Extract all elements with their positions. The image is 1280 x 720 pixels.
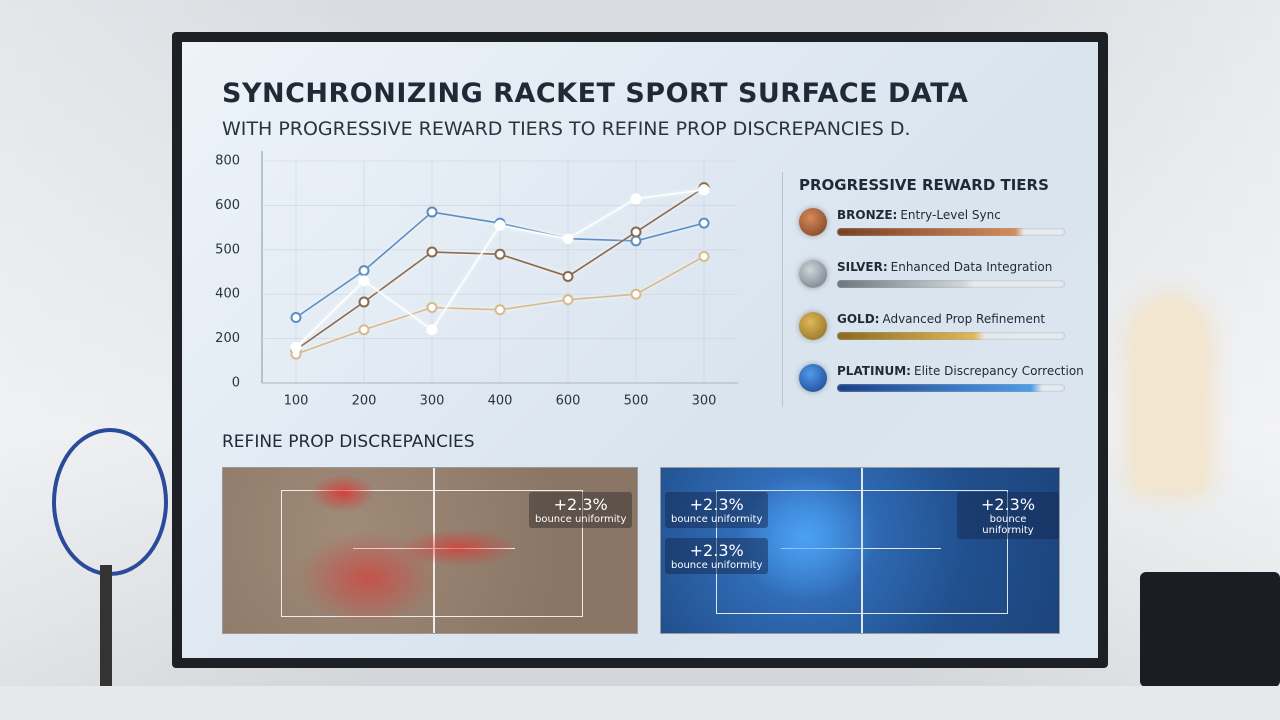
data-point bbox=[562, 233, 574, 245]
tier-bar bbox=[837, 280, 1065, 288]
y-tick-label: 500 bbox=[215, 242, 240, 257]
tier-label: BRONZE: Entry-Level Sync bbox=[837, 208, 1065, 222]
x-tick-label: 100 bbox=[284, 394, 309, 409]
tier-icon bbox=[799, 364, 827, 392]
data-point bbox=[698, 250, 710, 262]
tier-name: SILVER: bbox=[837, 260, 888, 274]
x-tick-label: 300 bbox=[692, 394, 717, 409]
metric-label: +2.3% bounce uniformity bbox=[529, 492, 633, 528]
tier-label: GOLD: Advanced Prop Refinement bbox=[837, 312, 1065, 326]
metric-text: bounce uniformity bbox=[671, 560, 763, 571]
tier-list: BRONZE: Entry-Level Sync SILVER: Enhanced … bbox=[799, 208, 1099, 416]
data-point bbox=[426, 302, 438, 314]
tablet bbox=[1140, 572, 1280, 687]
metric-value: +2.3% bbox=[689, 541, 744, 560]
data-point bbox=[426, 324, 438, 336]
tier-icon bbox=[799, 208, 827, 236]
tier: PLATINUM: Elite Discrepancy Correction bbox=[799, 364, 1099, 416]
dashboard: SYNCHRONIZING RACKET SPORT SURFACE DATA … bbox=[182, 42, 1098, 658]
tier-bar bbox=[837, 332, 1065, 340]
tier-label: SILVER: Enhanced Data Integration bbox=[837, 260, 1065, 274]
tier-desc: Elite Discrepancy Correction bbox=[913, 364, 1084, 378]
tier-desc: Entry-Level Sync bbox=[900, 208, 1001, 222]
tiers-panel: PROGRESSIVE REWARD TIERS BRONZE: Entry-Le… bbox=[782, 172, 1099, 407]
tier: BRONZE: Entry-Level Sync bbox=[799, 208, 1099, 260]
data-point bbox=[358, 296, 370, 308]
tier-name: BRONZE: bbox=[837, 208, 898, 222]
data-point bbox=[358, 275, 370, 287]
tier-icon bbox=[799, 312, 827, 340]
y-tick-label: 800 bbox=[215, 154, 240, 169]
data-point bbox=[426, 246, 438, 258]
metric-value: +2.3% bbox=[553, 495, 608, 514]
tier: SILVER: Enhanced Data Integration bbox=[799, 260, 1099, 312]
desk bbox=[0, 686, 1280, 720]
tier-body: BRONZE: Entry-Level Sync bbox=[837, 208, 1065, 236]
x-tick-label: 200 bbox=[352, 394, 377, 409]
racket bbox=[52, 428, 168, 576]
court-lines bbox=[281, 490, 583, 617]
data-point bbox=[358, 324, 370, 336]
racket-handle bbox=[100, 565, 112, 705]
tier-bar bbox=[837, 228, 1065, 236]
y-tick-label: 0 bbox=[232, 376, 240, 391]
tier-bar bbox=[837, 384, 1065, 392]
wall-light bbox=[1135, 300, 1205, 490]
data-point bbox=[494, 304, 506, 316]
tier-body: GOLD: Advanced Prop Refinement bbox=[837, 312, 1065, 340]
data-point bbox=[358, 265, 370, 277]
data-point bbox=[426, 206, 438, 218]
clay-heatmap: +2.3% bounce uniformity bbox=[222, 467, 638, 634]
tier-body: SILVER: Enhanced Data Integration bbox=[837, 260, 1065, 288]
x-tick-label: 500 bbox=[624, 394, 649, 409]
hard-heatmap: +2.3% bounce uniformity +2.3% bounce unifo… bbox=[660, 467, 1060, 634]
metric-text: bounce uniformity bbox=[982, 514, 1034, 536]
title: SYNCHRONIZING RACKET SPORT SURFACE DATA bbox=[222, 78, 969, 109]
tier-desc: Enhanced Data Integration bbox=[890, 260, 1053, 274]
data-point bbox=[290, 312, 302, 324]
tiers-title: PROGRESSIVE REWARD TIERS bbox=[799, 176, 1049, 194]
x-tick-label: 300 bbox=[420, 394, 445, 409]
tier-name: PLATINUM: bbox=[837, 364, 911, 378]
data-point bbox=[494, 248, 506, 260]
metric-value: +2.3% bbox=[980, 495, 1036, 514]
section-title: REFINE PROP DISCREPANCIES bbox=[222, 432, 475, 452]
tier: GOLD: Advanced Prop Refinement bbox=[799, 312, 1099, 364]
metric-text: bounce uniformity bbox=[671, 514, 763, 525]
data-point bbox=[630, 226, 642, 238]
y-tick-label: 200 bbox=[215, 331, 240, 346]
heat-blob bbox=[308, 473, 378, 513]
tier-icon bbox=[799, 260, 827, 288]
data-point bbox=[698, 184, 710, 196]
y-tick-label: 600 bbox=[215, 198, 240, 213]
tier-desc: Advanced Prop Refinement bbox=[882, 312, 1046, 326]
metric-label: +2.3% bounce uniformity bbox=[957, 492, 1059, 539]
metric-value: +2.3% bbox=[689, 495, 744, 514]
x-tick-label: 600 bbox=[556, 394, 581, 409]
metric-text: bounce uniformity bbox=[535, 514, 627, 525]
x-tick-label: 400 bbox=[488, 394, 513, 409]
data-point bbox=[630, 288, 642, 300]
heat-blob bbox=[393, 528, 523, 568]
tier-label: PLATINUM: Elite Discrepancy Correction bbox=[837, 364, 1084, 378]
data-point bbox=[630, 193, 642, 205]
line-chart: 0 200 400 500 600 800 100 200 300 400 600 500 300 bbox=[215, 151, 738, 409]
tier-name: GOLD: bbox=[837, 312, 880, 326]
data-point bbox=[562, 270, 574, 282]
data-point bbox=[562, 294, 574, 306]
data-point bbox=[494, 219, 506, 231]
metric-label: +2.3% bounce uniformity bbox=[665, 492, 769, 528]
data-point bbox=[630, 235, 642, 247]
y-tick-label: 400 bbox=[215, 287, 240, 302]
data-point bbox=[698, 217, 710, 229]
metric-label: +2.3% bounce uniformity bbox=[665, 538, 769, 574]
data-point bbox=[290, 341, 302, 353]
subtitle: WITH PROGRESSIVE REWARD TIERS TO REFINE … bbox=[222, 118, 911, 140]
tier-body: PLATINUM: Elite Discrepancy Correction bbox=[837, 364, 1084, 392]
